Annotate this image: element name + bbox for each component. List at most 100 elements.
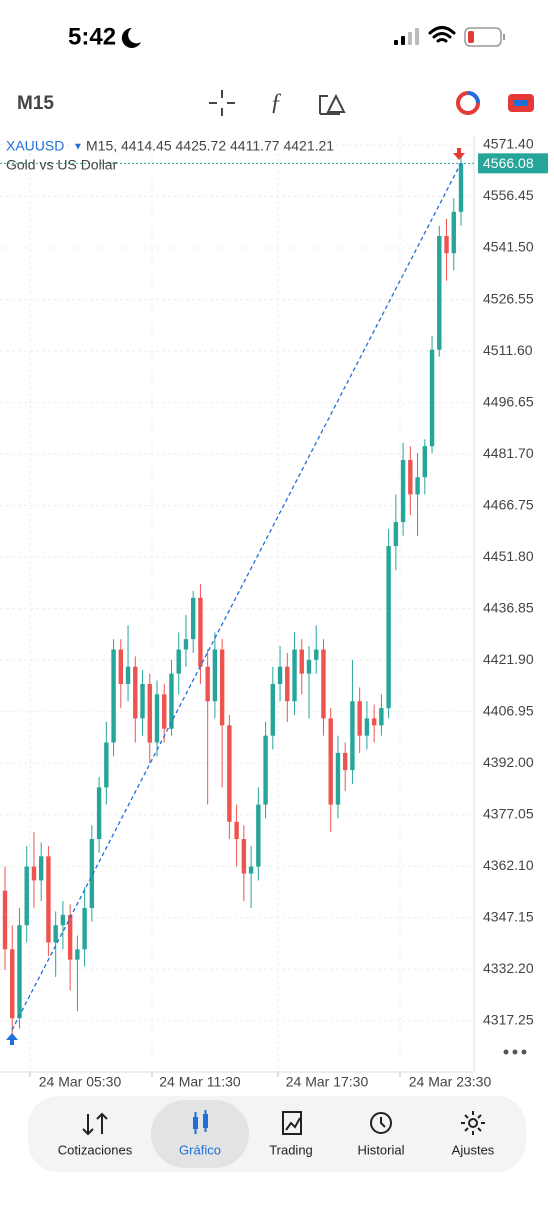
candle-body [444, 235, 449, 254]
y-tick-label: 4421.90 [483, 651, 534, 667]
candle-body [408, 459, 413, 495]
candle-body [24, 866, 29, 926]
symbol-dropdown[interactable]: ▼ [73, 142, 83, 153]
y-tick-label: 4436.85 [483, 599, 534, 615]
signal-icon [394, 28, 419, 45]
candle-body [162, 694, 167, 729]
tab-label[interactable]: Ajustes [452, 1142, 495, 1157]
candle-body [125, 666, 131, 684]
candle-body [2, 890, 8, 950]
y-tick-label: 4526.55 [483, 290, 534, 306]
moon-icon [121, 27, 141, 48]
candle-body [190, 597, 196, 640]
x-tick-label: 24 Mar 23:30 [409, 1074, 492, 1090]
candle-body [248, 866, 254, 874]
candle-body [38, 856, 44, 881]
more-button[interactable] [503, 1049, 527, 1055]
candle-body [437, 235, 442, 350]
candle-body [451, 211, 456, 254]
candle-body [314, 649, 319, 660]
candle-body [118, 649, 124, 684]
candle-body [46, 856, 51, 943]
candle-body [256, 804, 261, 867]
battery-icon [464, 27, 502, 47]
symbol[interactable]: XAUUSD [6, 138, 64, 154]
objects-icon[interactable] [319, 93, 346, 115]
candle-body [169, 673, 174, 729]
candle-body [270, 683, 276, 736]
y-tick-label: 4392.00 [483, 754, 534, 770]
candle-body [82, 907, 87, 950]
y-tick-label: 4541.50 [483, 239, 534, 255]
candle-body [89, 839, 95, 908]
candle-body [429, 349, 435, 447]
tab-selected [151, 1100, 249, 1168]
candle-body [241, 839, 247, 874]
candle-body [393, 521, 399, 547]
crosshair-icon[interactable] [209, 90, 235, 116]
candle-body [342, 752, 348, 771]
y-tick-label: 4556.45 [483, 187, 534, 203]
timeframe[interactable]: M15 [17, 93, 54, 114]
y-tick-label: 4362.10 [483, 857, 534, 873]
symbol-description: Gold vs US Dollar [6, 157, 118, 173]
candle-body [277, 666, 283, 684]
candle-body [285, 666, 290, 702]
indicators-icon[interactable]: ƒ [270, 90, 282, 116]
trend-line[interactable] [11, 162, 462, 1031]
candle-body [176, 649, 181, 674]
candle-body [227, 725, 232, 822]
tab-label[interactable]: Gráfico [179, 1142, 221, 1157]
candle-body [328, 718, 333, 805]
candle-body [212, 649, 218, 702]
y-tick-label: 4332.20 [483, 960, 534, 976]
tab-label[interactable]: Trading [269, 1142, 313, 1157]
chart: 24 Mar 05:30 24 Mar 11:30 24 Mar 17:30 24 M… [0, 135, 548, 1090]
candle-body [205, 666, 210, 702]
candle-body [458, 163, 464, 212]
y-tick-label: 4377.05 [483, 805, 534, 821]
candle-body [400, 459, 406, 522]
y-tick-label: 4496.65 [483, 393, 534, 409]
candle-body [219, 649, 225, 726]
y-tick-label: 4317.25 [483, 1012, 534, 1028]
candle-body [371, 718, 377, 726]
candle-body [292, 649, 297, 702]
account-icon-part [467, 91, 480, 104]
candle-body [17, 925, 22, 1019]
candle-body [104, 742, 109, 788]
candle-body [306, 659, 312, 674]
wifi-icon [428, 26, 456, 43]
candle-body [75, 949, 80, 960]
y-tick-label: 4571.40 [483, 136, 534, 152]
tab-label[interactable]: Cotizaciones [58, 1142, 133, 1157]
price-tag [478, 153, 548, 174]
candle-body [198, 597, 203, 667]
candle-body [379, 708, 384, 726]
price-tag-label: 4566.08 [483, 155, 534, 171]
candle-body [111, 649, 116, 743]
candle-body [10, 949, 15, 1019]
candle-body [154, 694, 160, 743]
tab-label[interactable]: Historial [358, 1142, 405, 1157]
candle-body [263, 735, 268, 805]
x-tick-label: 24 Mar 17:30 [286, 1074, 369, 1090]
candle-body [133, 666, 138, 719]
candle-body [357, 701, 362, 736]
candle-body [53, 925, 58, 943]
trade-icon-part [514, 100, 528, 106]
tab-bar [28, 1096, 526, 1172]
chart-tab-icon [193, 1110, 208, 1134]
buy-arrow [6, 1033, 18, 1045]
candle-body [234, 821, 239, 840]
battery-cap [503, 34, 505, 40]
candle-body [140, 683, 145, 719]
candle-body [96, 787, 102, 840]
battery-level [468, 31, 474, 43]
candle-body [335, 752, 341, 805]
candle-body [147, 683, 152, 743]
candle-body [386, 546, 391, 709]
